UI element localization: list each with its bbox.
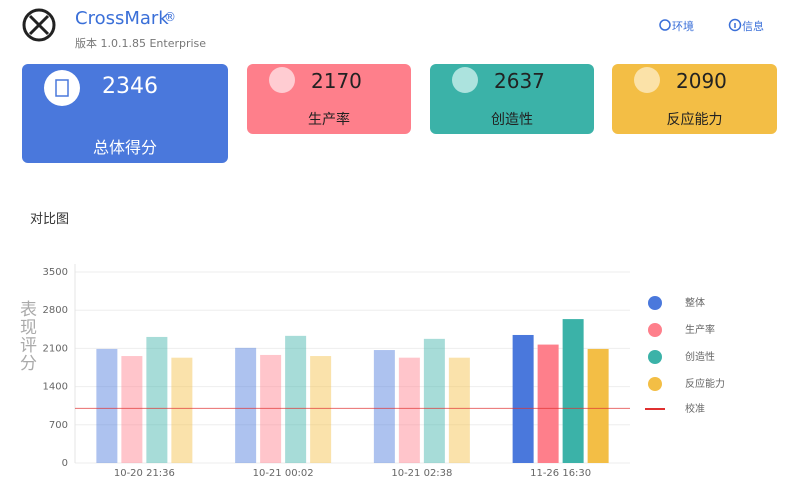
legend-label: 校准 bbox=[685, 402, 705, 415]
bar bbox=[587, 348, 609, 463]
bar bbox=[260, 354, 282, 463]
card-productivity: 2170 生产率 bbox=[247, 64, 411, 134]
info-link[interactable]: 信息 bbox=[742, 20, 764, 33]
legend-swatch bbox=[648, 323, 662, 337]
bar bbox=[537, 344, 559, 463]
y-tick-label: 700 bbox=[49, 420, 68, 431]
bar bbox=[121, 356, 143, 463]
card-label: 总体得分 bbox=[92, 138, 157, 157]
bar bbox=[171, 357, 193, 463]
card-icon bbox=[634, 67, 660, 93]
x-tick-label: 10-21 02:38 bbox=[391, 468, 452, 479]
y-tick-label: 1400 bbox=[43, 382, 68, 393]
env-link[interactable]: 环境 bbox=[672, 20, 694, 33]
x-tick-label: 10-20 21:36 bbox=[114, 468, 175, 479]
card-label: 创造性 bbox=[491, 112, 533, 128]
bar bbox=[96, 348, 118, 463]
card-overall: 2346 总体得分 bbox=[22, 64, 228, 163]
card-label: 反应能力 bbox=[666, 112, 723, 128]
link-icons bbox=[659, 18, 742, 32]
card-icon bbox=[269, 67, 295, 93]
legend-swatch bbox=[648, 296, 662, 310]
legend-label: 生产率 bbox=[685, 323, 715, 336]
card-icon bbox=[44, 70, 80, 106]
legend-label: 整体 bbox=[685, 296, 705, 309]
legend-swatch bbox=[648, 377, 662, 391]
card-value: 2346 bbox=[102, 74, 158, 99]
bar bbox=[512, 334, 534, 463]
y-tick-label: 3500 bbox=[43, 267, 68, 278]
y-axis-label: 表现评分 bbox=[16, 300, 36, 372]
x-tick-label: 11-26 16:30 bbox=[530, 468, 591, 479]
chart: 0 700 1400 2100 2800 3500 10-20 21:36 10-21 00:… bbox=[43, 264, 725, 479]
x-tick-label: 10-21 00:02 bbox=[253, 468, 314, 479]
card-value: 2170 bbox=[311, 69, 362, 93]
bar bbox=[423, 338, 445, 463]
bar bbox=[235, 347, 257, 463]
registered-mark: ® bbox=[164, 10, 176, 24]
card-responsiveness: 2090 反应能力 bbox=[612, 64, 777, 134]
version: 版本 1.0.1.85 Enterprise bbox=[75, 37, 207, 50]
card-value: 2090 bbox=[676, 69, 727, 93]
card-label: 生产率 bbox=[308, 112, 350, 128]
card-icon bbox=[452, 67, 478, 93]
y-tick-label: 0 bbox=[62, 458, 68, 469]
bar bbox=[448, 357, 470, 463]
legend-label: 创造性 bbox=[685, 350, 715, 363]
bar bbox=[398, 357, 420, 463]
bar bbox=[285, 335, 307, 463]
y-tick-label: 2100 bbox=[43, 343, 68, 354]
y-tick-label: 2800 bbox=[43, 305, 68, 316]
legend-label: 反应能力 bbox=[685, 377, 725, 390]
bar bbox=[310, 356, 332, 463]
section-title: 对比图 bbox=[30, 212, 70, 227]
card-value: 2637 bbox=[494, 69, 545, 93]
bar bbox=[373, 350, 395, 463]
logo bbox=[22, 8, 56, 42]
card-creativity: 2637 创造性 bbox=[430, 64, 594, 134]
bar bbox=[146, 336, 168, 463]
bar bbox=[562, 319, 584, 463]
app-title: CrossMark bbox=[75, 8, 169, 29]
legend-swatch bbox=[648, 350, 662, 364]
